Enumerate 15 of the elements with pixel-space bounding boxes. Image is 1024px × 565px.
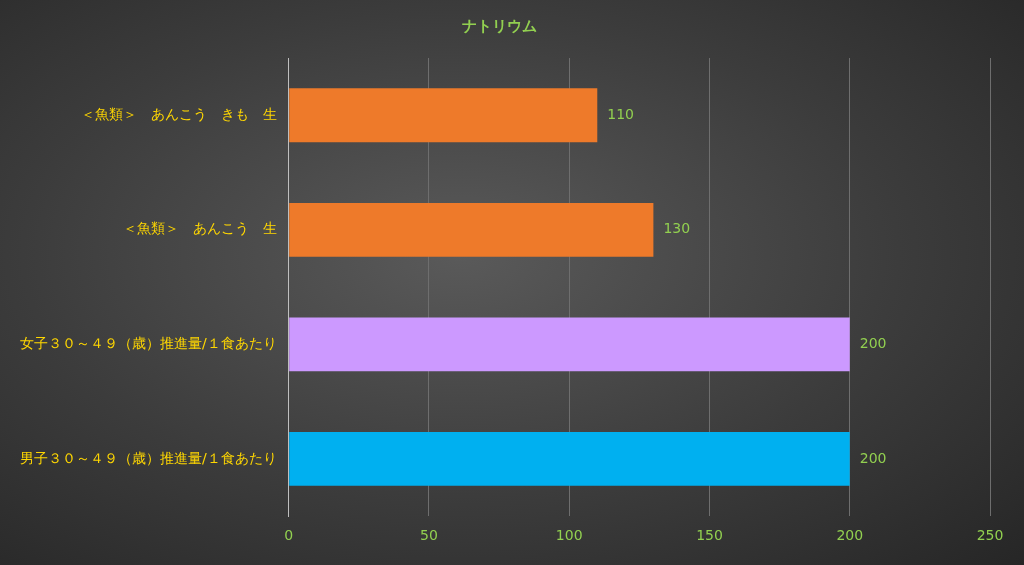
chart-title: ナトリウム	[461, 16, 537, 35]
x-tick-label: 50	[420, 527, 438, 544]
data-label: 130	[663, 220, 691, 237]
y-tick-label: 男子３０～４９（歳）推進量/１食あたり	[20, 449, 277, 466]
y-tick-label: 女子３０～４９（歳）推進量/１食あたり	[20, 335, 277, 352]
x-tick-label: 250	[976, 527, 1004, 544]
y-tick-label: ＜魚類＞ あんこう きも 生	[80, 105, 277, 122]
x-tick-label: 100	[555, 527, 583, 544]
x-tick-label: 0	[284, 527, 294, 544]
data-label: 200	[859, 335, 887, 352]
x-tick-label: 200	[836, 527, 864, 544]
x-tick-label: 150	[696, 527, 723, 544]
y-tick-label: ＜魚類＞ あんこう 生	[122, 220, 277, 237]
data-label: 200	[859, 449, 887, 466]
data-label: 110	[607, 105, 635, 122]
